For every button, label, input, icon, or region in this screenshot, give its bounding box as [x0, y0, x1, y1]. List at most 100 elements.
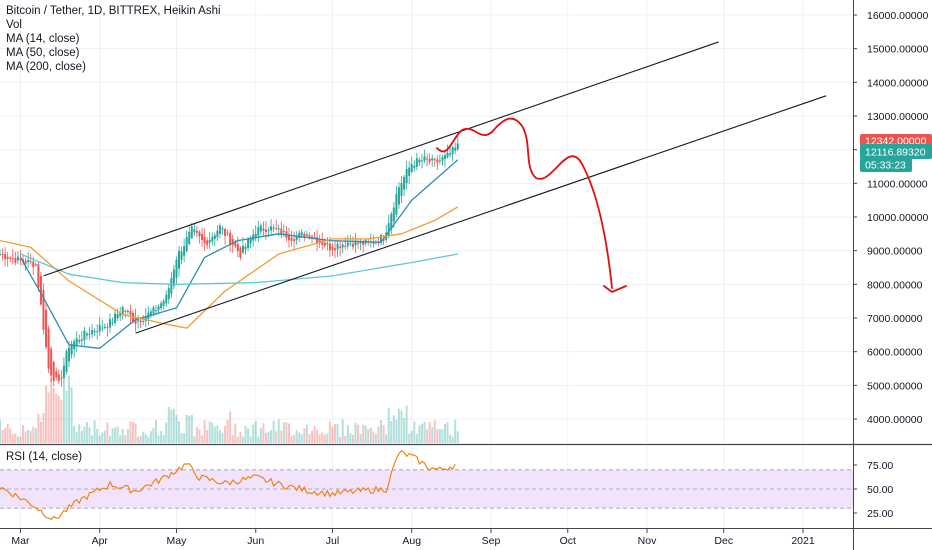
candle [50, 346, 53, 383]
legend-ma14[interactable]: MA (14, close) [6, 33, 80, 45]
candle-body [400, 183, 403, 196]
candle [198, 230, 201, 244]
candle-body [456, 143, 459, 150]
candle-body [126, 311, 129, 313]
ma-line-1 [19, 159, 459, 349]
candle-body [308, 235, 311, 238]
candle-body [311, 236, 313, 238]
candle-body [241, 245, 244, 253]
price-tick-label: 5000.00000 [867, 380, 923, 392]
volume-bar [300, 434, 303, 443]
candle [27, 251, 30, 269]
volume-bar [96, 428, 99, 443]
candle [103, 323, 106, 330]
volume-bar [114, 427, 117, 443]
volume-bar [201, 435, 204, 443]
candle-body [172, 269, 175, 286]
ma-line-2 [0, 206, 459, 329]
volume-bar [226, 419, 229, 443]
volume-bar [121, 428, 124, 443]
candle [42, 283, 45, 335]
rsi-axis[interactable]: 25.00 50.00 75.00 [853, 460, 893, 520]
candle-body [295, 235, 298, 241]
volume-bar [88, 427, 91, 443]
candle-body [415, 158, 418, 167]
volume-bar [405, 405, 408, 443]
volume-bar [446, 422, 449, 443]
volume-bar [152, 428, 155, 443]
candle [236, 236, 239, 258]
legend-vol[interactable]: Vol [6, 19, 22, 31]
candle-body [247, 238, 250, 248]
candle-body [216, 230, 219, 238]
candle [318, 234, 321, 248]
candle-body [277, 228, 280, 230]
candle-body [4, 254, 7, 260]
legend-ma50[interactable]: MA (50, close) [6, 47, 80, 59]
candle [165, 290, 168, 308]
price-tick-label: 11000.00000 [867, 178, 928, 190]
candle-body [98, 324, 101, 332]
volume-bar [29, 430, 32, 443]
candle [137, 314, 140, 329]
price-axis[interactable]: 4000.00000 5000.00000 6000.00000 7000.00000… [853, 10, 928, 426]
volume-bar [170, 409, 173, 443]
freehand-drawing[interactable] [436, 117, 627, 293]
time-axis[interactable]: Mar Apr May Jun Jul Aug Sep Oct Nov Dec 2021 [11, 529, 815, 547]
candle-body [183, 245, 186, 256]
candle [438, 154, 441, 165]
candle [129, 304, 132, 324]
candle-body [88, 333, 91, 335]
channel-lines[interactable] [43, 41, 827, 334]
candle [14, 251, 17, 266]
volume-bar [175, 415, 178, 443]
candle [144, 307, 147, 327]
candle [336, 239, 339, 258]
volume-bar [57, 395, 60, 443]
volume-bar [354, 422, 357, 443]
volume-bar [372, 431, 375, 443]
volume-bar [42, 413, 45, 443]
candle-body [229, 232, 232, 245]
volume-bar [19, 436, 22, 443]
legend-title[interactable]: Bitcoin / Tether, 1D, BITTREX, Heikin As… [6, 5, 221, 17]
candle [24, 257, 27, 271]
candle-body [188, 231, 191, 244]
candle-body [431, 158, 434, 161]
volume-bar [83, 426, 86, 443]
candle [259, 223, 262, 236]
volume-bar [428, 421, 431, 443]
candle-body [9, 257, 12, 259]
volume-bar [165, 422, 168, 443]
rsi-legend[interactable]: RSI (14, close) [6, 451, 83, 463]
volume-bar [380, 419, 383, 443]
candle-body [75, 338, 78, 346]
candle-body [52, 362, 55, 381]
volume-bar [134, 423, 137, 443]
candle-body [287, 234, 290, 241]
volume-bar [108, 436, 111, 443]
candle [339, 240, 342, 257]
price-tick-label: 9000.00000 [867, 246, 923, 258]
candle-body [134, 317, 137, 324]
volume-bar [129, 421, 132, 443]
volume-bar [6, 424, 9, 443]
volume-bar [392, 415, 395, 443]
candle [39, 271, 42, 306]
candle-body [221, 228, 224, 230]
volume-bar [103, 430, 106, 443]
ma-line-3 [20, 253, 458, 285]
legend-ma200[interactable]: MA (200, close) [6, 61, 86, 73]
candle-body [390, 213, 393, 230]
candle-body [83, 330, 86, 341]
volume-bar [162, 435, 165, 443]
volume-bar [415, 434, 418, 443]
candle [98, 317, 101, 337]
volume-bar [185, 414, 188, 443]
candle [93, 328, 96, 337]
volume-bar [382, 425, 385, 443]
candle-body [96, 331, 99, 333]
candle-body [14, 257, 17, 263]
